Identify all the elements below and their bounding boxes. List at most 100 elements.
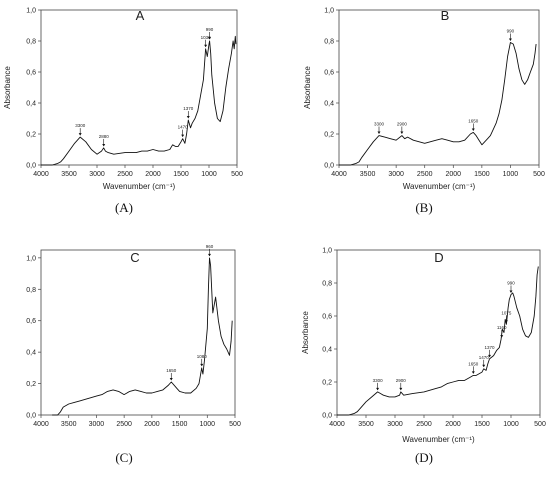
peak-arrowhead: [208, 253, 212, 257]
spectrum-line: [337, 266, 539, 416]
peak-label: 2880: [99, 134, 110, 139]
y-tick-label: 0,4: [26, 350, 36, 357]
x-tick-label: 500: [533, 171, 545, 178]
peak-arrowhead: [78, 133, 82, 136]
y-tick-label: 0,8: [322, 281, 332, 288]
y-axis-title: Absorbance: [303, 66, 312, 109]
chart-panel-c: 4000 3500 3000 2500 2000 1500 1000 500 0,0 0,2 0,4…: [26, 244, 241, 465]
peak-arrowhead: [399, 387, 403, 391]
peak-label: 960: [206, 244, 214, 249]
peak-arrowhead: [377, 131, 381, 135]
x-tick-label: 1500: [173, 171, 189, 178]
y-tick-label: 1,0: [26, 8, 36, 15]
peak-arrowhead: [200, 363, 204, 367]
y-tick-label: 0,2: [26, 132, 36, 139]
panel-caption: (D): [415, 450, 433, 465]
peak-label: 990: [206, 27, 214, 32]
x-tick-label: 2000: [145, 171, 161, 178]
x-tick-label: 4000: [33, 171, 49, 178]
y-tick-label: 0,6: [26, 70, 36, 77]
x-tick-label: 2500: [116, 421, 132, 428]
peak-label: 1650: [166, 368, 177, 373]
x-tick-label: 1000: [503, 421, 519, 428]
peak-arrowhead: [181, 134, 185, 138]
plot-frame: [40, 249, 236, 416]
peak-arrowhead: [204, 44, 208, 48]
peak-label: 1470: [479, 355, 490, 360]
peak-label: 1370: [485, 345, 496, 350]
x-tick-label: 2500: [417, 171, 433, 178]
x-tick-label: 4000: [329, 421, 345, 428]
x-tick-label: 1000: [201, 171, 217, 178]
peak-label: 1650: [468, 118, 479, 123]
plot-frame: [336, 249, 541, 416]
peak-arrowhead: [102, 143, 106, 147]
peak-label: 2900: [396, 378, 407, 383]
x-tick-label: 500: [231, 171, 243, 178]
panel-caption: (B): [415, 200, 432, 215]
y-tick-label: 1,0: [324, 8, 334, 15]
y-axis-title: Absorbance: [301, 311, 310, 354]
y-tick-label: 0,8: [26, 287, 36, 294]
panel-caption: (A): [115, 200, 133, 215]
peak-arrowhead: [504, 320, 508, 323]
x-tick-label: 500: [534, 421, 546, 428]
x-tick-label: 3500: [61, 171, 77, 178]
x-tick-label: 2500: [117, 171, 133, 178]
peak-arrowhead: [471, 371, 475, 374]
x-tick-label: 3500: [61, 421, 77, 428]
peak-arrowhead: [471, 128, 475, 131]
x-tick-label: 1500: [172, 421, 188, 428]
y-tick-label: 0,0: [26, 163, 36, 170]
chart-panel-a: 4000 3500 3000 2500 2000 1500 1000 500 0,0 0,2 0,4…: [3, 8, 243, 216]
y-tick-label: 0,4: [26, 101, 36, 108]
peak-arrowhead: [186, 116, 190, 119]
peak-label: 1075: [501, 310, 512, 315]
x-tick-label: 500: [229, 421, 241, 428]
x-tick-label: 3500: [360, 171, 376, 178]
peak-label: 3300: [374, 122, 385, 127]
y-axis-title: Absorbance: [3, 66, 12, 109]
x-tick-label: 2000: [445, 421, 461, 428]
x-tick-label: 3500: [358, 421, 374, 428]
x-tick-label: 3000: [89, 421, 105, 428]
panel-label: D: [434, 250, 443, 265]
x-tick-label: 1500: [474, 421, 490, 428]
spectrum-line: [339, 42, 537, 166]
peak-arrowhead: [508, 38, 512, 42]
peak-arrowhead: [376, 387, 380, 391]
y-tick-label: 0,0: [324, 163, 334, 170]
x-tick-label: 3000: [388, 171, 404, 178]
x-tick-label: 2000: [144, 421, 160, 428]
x-tick-label: 1000: [199, 421, 215, 428]
y-tick-label: 0,8: [26, 39, 36, 46]
panel-label: B: [441, 8, 450, 23]
x-tick-label: 1500: [474, 171, 490, 178]
y-tick-label: 0,8: [324, 39, 334, 46]
peak-label: 3300: [75, 123, 86, 128]
x-tick-label: 3000: [89, 171, 105, 178]
peak-label: 1370: [183, 106, 194, 111]
y-tick-label: 0,6: [324, 70, 334, 77]
peak-label: 990: [507, 281, 515, 286]
peak-arrowhead: [400, 131, 404, 135]
panel-caption: (C): [115, 450, 132, 465]
y-tick-label: 0,0: [26, 413, 36, 420]
plot-frame: [338, 9, 540, 166]
x-axis-title: Wavenumber (cm⁻¹): [103, 182, 176, 191]
x-tick-label: 2500: [416, 421, 432, 428]
x-axis-title: Wavenumber (cm⁻¹): [402, 435, 475, 444]
chart-panel-d: 4000 3500 3000 2500 2000 1500 1000 500 0,0 0,2 0,4…: [301, 248, 546, 466]
peak-arrowhead: [482, 364, 486, 368]
spectrum-line: [41, 35, 237, 166]
x-tick-label: 4000: [331, 171, 347, 178]
y-tick-label: 0,6: [322, 314, 332, 321]
peak-label: 2900: [397, 122, 408, 127]
y-tick-label: 1,0: [26, 255, 36, 262]
peak-label: 1080: [197, 354, 208, 359]
peak-arrowhead: [509, 290, 513, 294]
peak-label: 1030: [201, 35, 212, 40]
x-tick-label: 2000: [445, 171, 461, 178]
y-tick-label: 0,2: [324, 132, 334, 139]
